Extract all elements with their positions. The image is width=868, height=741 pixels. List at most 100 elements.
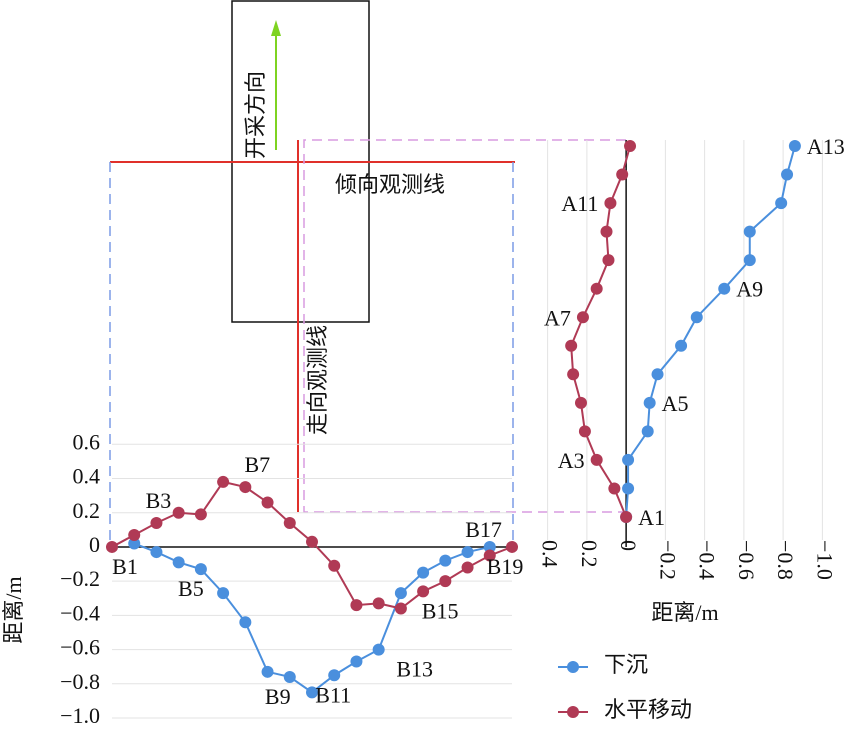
point <box>372 597 385 610</box>
point <box>788 140 801 152</box>
point <box>150 516 163 529</box>
point-label: A11 <box>561 191 598 216</box>
point <box>372 643 385 656</box>
point <box>576 311 589 324</box>
x-tick-label: −0.6 <box>734 540 759 580</box>
point-label: B15 <box>422 598 459 623</box>
point <box>217 475 230 488</box>
point <box>643 396 656 409</box>
point <box>106 540 118 553</box>
point <box>239 616 252 629</box>
point <box>172 556 185 569</box>
point <box>781 168 794 181</box>
dip-projection <box>109 162 514 547</box>
y-tick-label: 0.6 <box>73 429 101 454</box>
point-label: A1 <box>638 505 665 530</box>
point <box>172 506 185 519</box>
y-tick-label: −0.8 <box>60 669 100 694</box>
x-tick-label: 0.4 <box>538 540 563 568</box>
point <box>675 339 688 352</box>
point <box>306 535 318 548</box>
point-label: B13 <box>396 657 433 682</box>
series-line <box>625 145 796 518</box>
legend-label: 下沉 <box>604 652 648 677</box>
point <box>602 254 615 267</box>
point <box>417 566 430 579</box>
point <box>565 339 578 352</box>
point-label: B7 <box>244 452 270 477</box>
point <box>217 587 230 600</box>
point-label: A7 <box>544 305 571 330</box>
point-label: B19 <box>487 554 524 579</box>
point-label: B3 <box>146 488 172 513</box>
y-tick-label: −1.0 <box>60 703 100 728</box>
legend-label: 水平移动 <box>604 697 692 722</box>
point <box>624 140 637 152</box>
point-label: B5 <box>178 576 204 601</box>
point-label: A3 <box>558 448 585 473</box>
y-tick-label: 0.2 <box>73 498 101 523</box>
point-label: A5 <box>662 391 689 416</box>
point <box>651 368 664 381</box>
point <box>417 585 430 598</box>
point <box>439 554 452 567</box>
strike-projection <box>303 139 626 513</box>
annotation: 走向观测线 <box>305 325 330 435</box>
annotation: 倾向观测线 <box>335 172 445 197</box>
y-tick-label: −0.4 <box>60 600 100 625</box>
x-tick-label: 0.2 <box>577 540 602 568</box>
point <box>261 496 274 509</box>
point <box>620 511 633 523</box>
point <box>461 561 474 574</box>
point <box>604 197 617 210</box>
y-tick-label: 0.4 <box>73 464 101 489</box>
point <box>578 425 591 438</box>
point <box>718 282 731 295</box>
point <box>590 282 603 295</box>
point <box>608 482 621 495</box>
point <box>194 563 207 576</box>
point <box>128 528 141 541</box>
point <box>261 665 274 678</box>
legend-marker <box>567 661 579 673</box>
point-label: B9 <box>265 684 291 709</box>
point <box>439 575 452 588</box>
point <box>194 508 207 521</box>
point <box>128 537 141 550</box>
point <box>283 670 296 683</box>
point <box>616 168 629 181</box>
y-axis-label: 距离/m <box>1 576 26 643</box>
point <box>483 540 496 553</box>
point <box>328 669 341 682</box>
point <box>461 546 474 559</box>
point <box>775 197 788 210</box>
point <box>622 453 635 466</box>
point <box>150 546 163 559</box>
point <box>567 368 580 381</box>
x-tick-label: 0 <box>616 540 641 551</box>
x-tick-label: −1.0 <box>812 540 837 580</box>
point <box>483 549 496 562</box>
point-label: A13 <box>807 134 845 159</box>
point <box>622 482 635 495</box>
x-axis-label: 距离/m <box>651 600 718 625</box>
point <box>239 481 252 494</box>
x-tick-label: −0.2 <box>655 540 680 580</box>
point <box>306 686 318 699</box>
point-label: B1 <box>112 554 138 579</box>
x-tick-label: −0.4 <box>695 540 720 580</box>
arrow-head <box>271 20 281 36</box>
point <box>600 225 613 238</box>
x-tick-label: −0.8 <box>773 540 798 580</box>
point <box>394 587 407 600</box>
point <box>350 599 363 612</box>
point <box>590 453 603 466</box>
y-tick-label: −0.2 <box>60 566 100 591</box>
point <box>690 311 703 324</box>
point <box>743 225 756 238</box>
point <box>283 516 296 529</box>
annotation: 开采方向 <box>243 71 268 159</box>
point <box>574 396 587 409</box>
